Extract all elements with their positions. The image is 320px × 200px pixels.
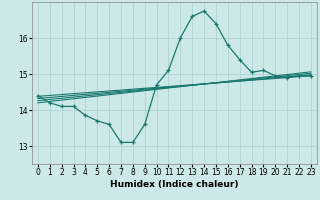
X-axis label: Humidex (Indice chaleur): Humidex (Indice chaleur) <box>110 180 239 189</box>
